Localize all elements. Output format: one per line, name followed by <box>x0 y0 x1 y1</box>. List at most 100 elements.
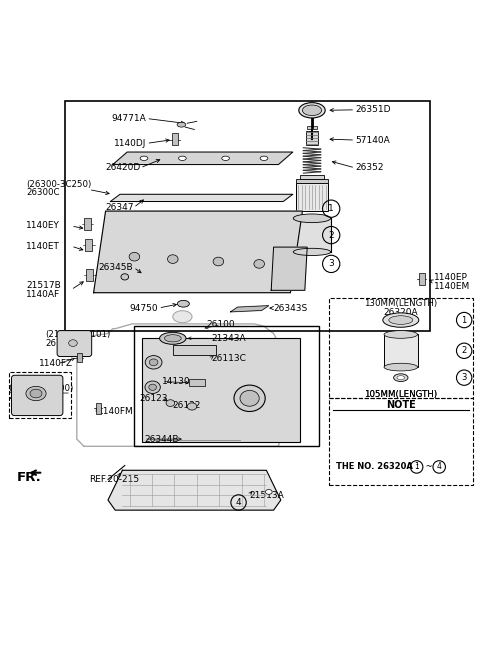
Ellipse shape <box>69 340 77 346</box>
Ellipse shape <box>140 156 148 161</box>
Text: NOTE: NOTE <box>386 400 416 410</box>
Ellipse shape <box>178 300 189 307</box>
Ellipse shape <box>234 385 265 412</box>
Text: 26141: 26141 <box>9 392 36 402</box>
Ellipse shape <box>293 248 331 255</box>
Bar <box>172 133 178 145</box>
FancyBboxPatch shape <box>57 331 92 357</box>
Ellipse shape <box>30 389 42 398</box>
Text: 1140EY: 1140EY <box>26 221 60 231</box>
Text: 1140EM: 1140EM <box>434 282 471 291</box>
Polygon shape <box>113 152 293 165</box>
Bar <box>329 398 473 485</box>
Bar <box>329 297 473 398</box>
Ellipse shape <box>121 273 129 280</box>
Text: 21343A: 21343A <box>211 334 246 343</box>
Ellipse shape <box>254 259 264 268</box>
Text: 1: 1 <box>414 462 419 472</box>
Ellipse shape <box>187 403 197 410</box>
Bar <box>9 372 71 418</box>
Text: ~: ~ <box>423 462 436 472</box>
Text: 26345B: 26345B <box>99 263 133 271</box>
Text: 94771A: 94771A <box>112 114 146 123</box>
Bar <box>189 379 205 386</box>
Bar <box>306 131 318 145</box>
Text: REF.20-215: REF.20-215 <box>89 475 139 484</box>
Ellipse shape <box>260 156 268 161</box>
Text: 1140ET: 1140ET <box>26 241 60 251</box>
Ellipse shape <box>145 356 162 369</box>
Bar <box>134 326 319 446</box>
Polygon shape <box>94 211 302 293</box>
Polygon shape <box>110 194 293 201</box>
Bar <box>84 218 91 230</box>
Text: 26100: 26100 <box>206 320 235 329</box>
Text: 105MM(LENGTH): 105MM(LENGTH) <box>364 390 437 400</box>
Ellipse shape <box>168 255 178 263</box>
Polygon shape <box>271 247 307 290</box>
Text: 26123: 26123 <box>139 394 168 403</box>
Ellipse shape <box>149 359 158 366</box>
Text: 3: 3 <box>461 373 467 382</box>
Bar <box>173 346 216 355</box>
Ellipse shape <box>26 386 46 401</box>
Text: 4: 4 <box>236 498 241 507</box>
Text: 105MM(LENGTH): 105MM(LENGTH) <box>364 390 437 400</box>
Text: 14130: 14130 <box>162 377 191 386</box>
Bar <box>77 353 82 362</box>
Bar <box>86 269 93 281</box>
Text: (21355-3C101): (21355-3C101) <box>46 330 111 340</box>
Text: 2: 2 <box>462 346 467 356</box>
Bar <box>307 126 317 129</box>
Text: FR.: FR. <box>17 471 42 484</box>
Text: 1: 1 <box>328 204 334 213</box>
Text: 1140FM: 1140FM <box>98 407 134 416</box>
Text: 26420D: 26420D <box>105 163 140 172</box>
Text: (26300-3C250): (26300-3C250) <box>26 180 92 189</box>
Text: 1140FZ: 1140FZ <box>39 360 73 368</box>
Bar <box>96 403 101 414</box>
Text: 3: 3 <box>328 259 334 268</box>
Bar <box>85 239 92 251</box>
Bar <box>384 334 418 367</box>
Text: 26113C: 26113C <box>211 354 246 363</box>
Ellipse shape <box>222 156 229 161</box>
Text: (21355-3C100): (21355-3C100) <box>9 384 74 394</box>
Ellipse shape <box>173 311 192 323</box>
Ellipse shape <box>394 374 408 382</box>
Text: 57140A: 57140A <box>355 135 390 145</box>
Text: 1140EP: 1140EP <box>434 273 468 282</box>
Text: 26141: 26141 <box>46 339 73 348</box>
Text: 94750: 94750 <box>130 303 158 313</box>
Ellipse shape <box>213 257 224 266</box>
Text: 130MM(LENGTH): 130MM(LENGTH) <box>364 299 437 308</box>
Bar <box>142 338 300 442</box>
Text: 4: 4 <box>437 462 442 472</box>
Ellipse shape <box>145 381 160 394</box>
Text: 26352: 26352 <box>355 163 384 172</box>
Bar <box>419 273 425 285</box>
Ellipse shape <box>384 364 418 371</box>
Text: 1140DJ: 1140DJ <box>114 139 146 148</box>
Ellipse shape <box>302 105 322 115</box>
Text: 26344B: 26344B <box>144 435 179 444</box>
Text: 26320A: 26320A <box>384 308 418 317</box>
Text: 26347: 26347 <box>105 203 133 212</box>
Ellipse shape <box>159 332 186 344</box>
Ellipse shape <box>177 122 186 127</box>
Text: THE NO. 26320A :: THE NO. 26320A : <box>336 462 422 472</box>
Ellipse shape <box>240 390 259 406</box>
Ellipse shape <box>389 315 413 324</box>
Ellipse shape <box>383 313 419 327</box>
FancyBboxPatch shape <box>12 376 63 416</box>
Ellipse shape <box>384 331 418 338</box>
Text: 1140AF: 1140AF <box>26 289 60 299</box>
Ellipse shape <box>179 156 186 161</box>
Text: 26300C: 26300C <box>26 188 60 197</box>
Text: 21517B: 21517B <box>26 281 61 290</box>
Ellipse shape <box>293 214 331 223</box>
Ellipse shape <box>164 335 181 342</box>
Ellipse shape <box>397 376 405 380</box>
Text: 21513A: 21513A <box>250 491 284 500</box>
Ellipse shape <box>265 490 272 494</box>
